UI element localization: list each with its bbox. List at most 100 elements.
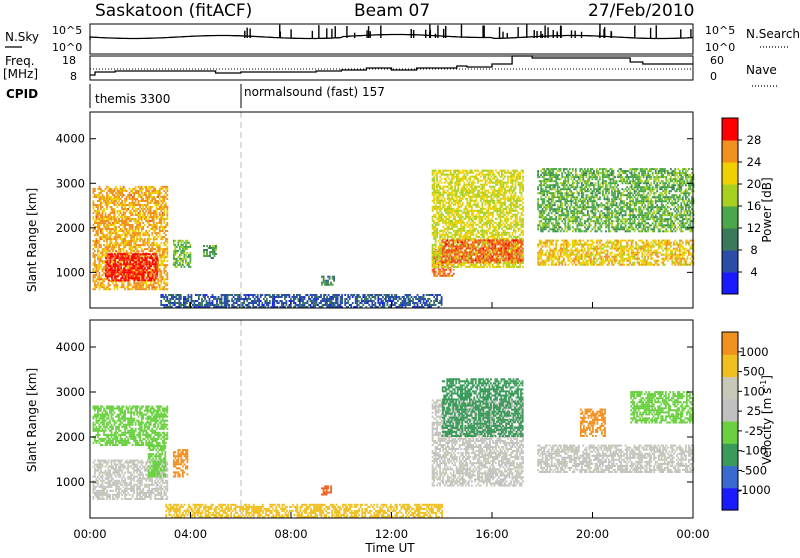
- heatmap-cell: [156, 286, 158, 288]
- heatmap-cell: [108, 248, 110, 250]
- heatmap-cell: [444, 273, 446, 275]
- heatmap-cell: [474, 202, 476, 204]
- heatmap-cell: [163, 252, 165, 254]
- heatmap-cell: [166, 208, 168, 210]
- heatmap-cell: [121, 200, 123, 202]
- heatmap-cell: [445, 180, 447, 182]
- heatmap-cell: [540, 240, 542, 242]
- heatmap-cell: [488, 216, 490, 218]
- heatmap-cell: [138, 269, 140, 271]
- heatmap-cell: [436, 228, 438, 230]
- heatmap-cell: [442, 214, 444, 216]
- heatmap-cell: [129, 188, 131, 190]
- heatmap-cell: [126, 253, 128, 255]
- heatmap-cell: [474, 190, 476, 192]
- heatmap-cell: [462, 198, 464, 200]
- heatmap-cell: [460, 236, 462, 238]
- heatmap-cell: [123, 248, 125, 250]
- heatmap-cell: [558, 260, 560, 262]
- heatmap-cell: [519, 190, 521, 192]
- heatmap-cell: [470, 257, 472, 259]
- heatmap-cell: [445, 245, 447, 247]
- heatmap-cell: [117, 206, 119, 208]
- heatmap-cell: [522, 186, 524, 188]
- heatmap-cell: [505, 255, 507, 257]
- heatmap-cell: [100, 196, 102, 198]
- heatmap-cell: [522, 234, 524, 236]
- heatmap-cell: [129, 192, 131, 194]
- heatmap-cell: [132, 248, 134, 250]
- heatmap-cell: [561, 248, 563, 250]
- heatmap-cell: [120, 238, 122, 240]
- heatmap-cell: [93, 208, 95, 210]
- heatmap-cell: [506, 210, 508, 212]
- heatmap-cell: [144, 212, 146, 214]
- heatmap-cell: [102, 202, 104, 204]
- heatmap-cell: [486, 257, 488, 259]
- heatmap-cell: [444, 198, 446, 200]
- heatmap-cell: [160, 192, 162, 194]
- heatmap-cell: [442, 218, 444, 220]
- heatmap-cell: [513, 198, 515, 200]
- heatmap-cell: [99, 186, 101, 188]
- heatmap-cell: [448, 214, 450, 216]
- heatmap-cell: [439, 206, 441, 208]
- heatmap-cell: [546, 242, 548, 244]
- heatmap-cell: [492, 212, 494, 214]
- heatmap-cell: [166, 282, 168, 284]
- heatmap-cell: [146, 265, 148, 267]
- heatmap-cell: [139, 246, 141, 248]
- freq-panel: Freq. [MHz] 18 8 60 0 Nave: [3, 54, 778, 86]
- heatmap-cell: [454, 172, 456, 174]
- heatmap-cell: [103, 280, 105, 282]
- heatmap-cell: [457, 204, 459, 206]
- heatmap-cell: [501, 210, 503, 212]
- heatmap-cell: [102, 238, 104, 240]
- heatmap-cell: [495, 247, 497, 249]
- heatmap-cell: [569, 260, 571, 262]
- heatmap-cell: [165, 266, 167, 268]
- heatmap-cell: [141, 186, 143, 188]
- heatmap-cell: [133, 250, 135, 252]
- heatmap-cell: [190, 262, 192, 264]
- heatmap-cell: [471, 208, 473, 210]
- heatmap-cell: [121, 218, 123, 220]
- heatmap-cell: [510, 228, 512, 230]
- heatmap-cell: [484, 243, 486, 245]
- heatmap-cell: [156, 218, 158, 220]
- heatmap-cell: [501, 198, 503, 200]
- heatmap-cell: [435, 242, 437, 244]
- heatmap-cell: [163, 190, 165, 192]
- heatmap-cell: [435, 194, 437, 196]
- heatmap-cell: [124, 238, 126, 240]
- heatmap-cell: [96, 286, 98, 288]
- heatmap-cell: [156, 234, 158, 236]
- heatmap-cell: [566, 252, 568, 254]
- heatmap-cell: [495, 228, 497, 230]
- heatmap-cell: [438, 212, 440, 214]
- heatmap-cell: [118, 218, 120, 220]
- heatmap-cell: [441, 230, 443, 232]
- heatmap-cell: [155, 261, 157, 263]
- heatmap-cell: [481, 232, 483, 234]
- heatmap-cell: [519, 198, 521, 200]
- heatmap-cell: [450, 204, 452, 206]
- heatmap-cell: [160, 280, 162, 282]
- heatmap-cell: [159, 264, 161, 266]
- heatmap-cell: [564, 262, 566, 264]
- heatmap-cell: [180, 264, 182, 266]
- heatmap-cell: [557, 252, 559, 254]
- heatmap-cell: [462, 202, 464, 204]
- heatmap-cell: [558, 258, 560, 260]
- heatmap-cell: [432, 250, 434, 252]
- heatmap-cell: [517, 249, 519, 251]
- heatmap-cell: [166, 250, 168, 252]
- heatmap-cell: [522, 251, 524, 253]
- heatmap-cell: [575, 240, 577, 242]
- heatmap-cell: [94, 260, 96, 262]
- site-title: Saskatoon (fitACF): [95, 1, 252, 21]
- heatmap-cell: [114, 208, 116, 210]
- heatmap-cell: [132, 208, 134, 210]
- heatmap-cell: [142, 206, 144, 208]
- heatmap-cell: [151, 200, 153, 202]
